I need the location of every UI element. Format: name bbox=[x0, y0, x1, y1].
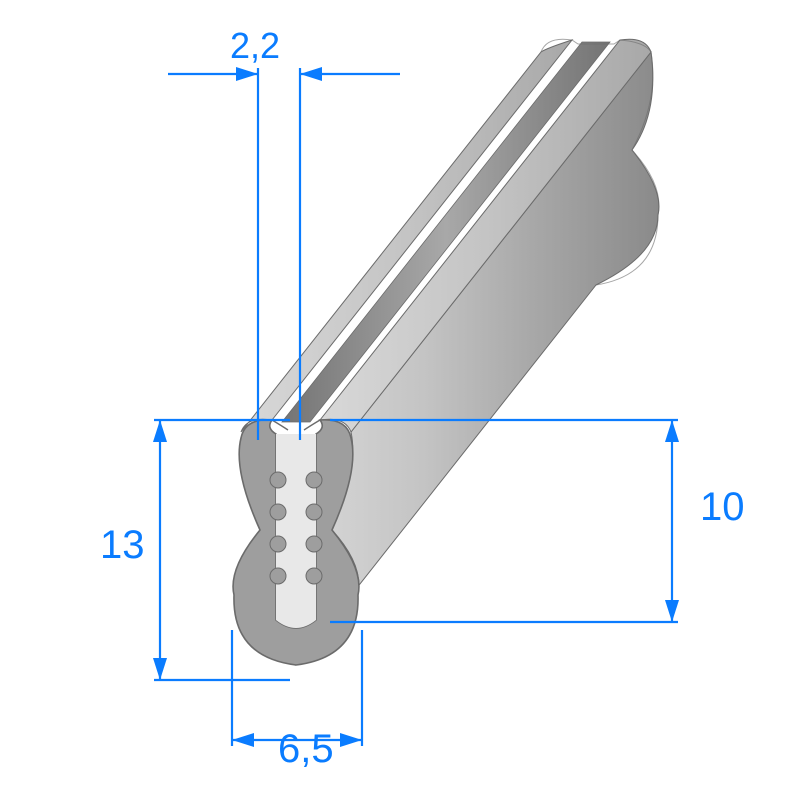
dim-top-gap: 2,2 bbox=[230, 25, 280, 66]
dim-bottom-width: 6,5 bbox=[278, 727, 334, 771]
dim-left-height: 13 bbox=[100, 523, 145, 567]
dim-right-height: 10 bbox=[700, 485, 745, 529]
profile-cross-section bbox=[233, 420, 359, 665]
technical-drawing: 2,2 13 10 6,5 bbox=[0, 0, 800, 800]
